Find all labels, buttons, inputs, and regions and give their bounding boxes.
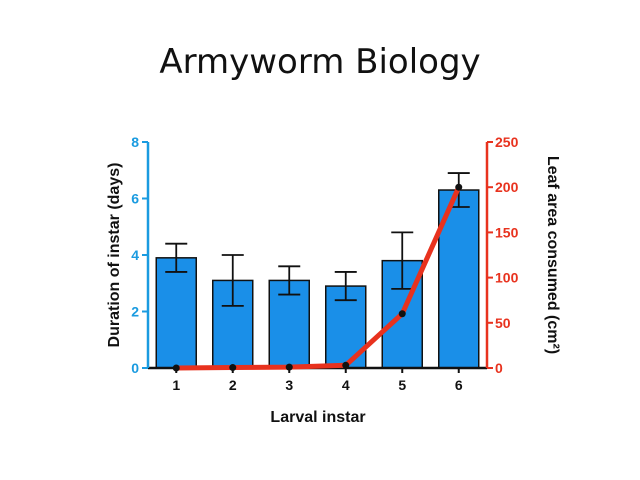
y-tick-label: 8 <box>131 134 139 150</box>
x-tick-label: 2 <box>229 377 237 393</box>
y2-tick-label: 100 <box>495 270 519 286</box>
y2-tick-label: 250 <box>495 134 519 150</box>
y-tick-label: 0 <box>131 360 139 376</box>
y2-tick-label: 0 <box>495 360 503 376</box>
leaf-area-point <box>285 363 293 371</box>
y2-tick-label: 50 <box>495 315 511 331</box>
x-tick-label: 4 <box>342 377 350 393</box>
x-tick-label: 6 <box>455 377 463 393</box>
leaf-area-line <box>173 184 462 371</box>
y2-tick-label: 200 <box>495 179 519 195</box>
leaf-area-point <box>229 364 237 372</box>
y-tick-label: 2 <box>131 304 139 320</box>
slide-title: Armyworm Biology <box>159 42 481 82</box>
leaf-area-point <box>398 310 406 318</box>
leaf-area-point <box>455 183 463 191</box>
y2-tick-label: 150 <box>495 224 519 240</box>
x-tick-label: 5 <box>398 377 406 393</box>
leaf-area-point <box>342 361 350 369</box>
y2-axis-label: Leaf area consumed (cm²) <box>544 156 561 354</box>
y-tick-label: 4 <box>131 247 139 263</box>
leaf-area-point <box>172 364 180 372</box>
bar <box>155 257 197 369</box>
x-tick-label: 1 <box>172 377 180 393</box>
y-tick-label: 6 <box>131 191 139 207</box>
x-tick-label: 3 <box>285 377 293 393</box>
y-axis-label: Duration of instar (days) <box>106 163 123 348</box>
x-axis-label: Larval instar <box>270 409 365 426</box>
